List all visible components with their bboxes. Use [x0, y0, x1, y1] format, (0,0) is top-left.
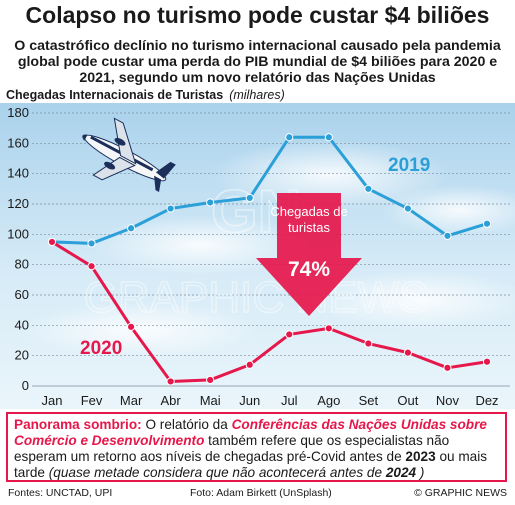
- series-label-2019: 2019: [388, 155, 430, 176]
- arrow-label-line2: turistas: [288, 220, 330, 235]
- data-point-2020: [245, 360, 254, 369]
- data-point-2020: [324, 324, 333, 333]
- data-point-2019: [126, 224, 136, 233]
- data-point-2019: [482, 219, 492, 228]
- y-tick-label: 0: [22, 378, 29, 393]
- footer-sources: Fontes: UNCTAD, UPI: [8, 487, 113, 499]
- y-tick-label: 160: [7, 135, 29, 150]
- arrow-label-line1: Chegadas de: [270, 204, 347, 219]
- y-tick-label: 80: [15, 257, 29, 272]
- data-point-2019: [364, 184, 373, 193]
- data-point-2019: [324, 133, 333, 142]
- gridlines: [32, 112, 510, 387]
- decline-arrow: Chegadas de turistas 74%: [256, 193, 362, 316]
- data-point-2019: [206, 198, 215, 207]
- note-lead: Panorama sombrio:: [14, 417, 142, 432]
- note-year-2: 2024: [385, 465, 417, 480]
- note-text-2: também refere que os especialistas não e…: [14, 433, 450, 464]
- clouds: [20, 140, 515, 358]
- y-tick-label: 100: [7, 226, 29, 241]
- data-point-2019: [285, 133, 294, 142]
- data-point-2019: [403, 204, 413, 213]
- data-point-2019: [87, 239, 96, 248]
- data-point-2020: [285, 330, 294, 339]
- y-tick-label: 180: [7, 105, 29, 120]
- x-tick-label: Jan: [42, 393, 63, 408]
- data-point-2020: [443, 363, 452, 372]
- x-tick-label: Nov: [436, 393, 460, 408]
- y-tick-label: 60: [15, 287, 29, 302]
- note-close: ): [416, 465, 425, 480]
- y-tick-label: 140: [7, 166, 29, 181]
- footer-photo-credit: Foto: Adam Birkett (UnSplash): [190, 487, 332, 499]
- series-line-2019: [51, 135, 488, 245]
- x-tick-label: Set: [359, 393, 379, 408]
- series-lines: [47, 133, 492, 386]
- data-point-2020: [403, 348, 413, 357]
- note-org: Conferências das Nações Unidas sobre Com…: [14, 417, 487, 448]
- footer-copyright: © GRAPHIC NEWS: [414, 487, 507, 499]
- data-point-2020: [364, 339, 373, 348]
- series-line-2020: [51, 240, 488, 383]
- x-axis-tick-labels: Jan Fev Mar Abr Mai Jun Jul Ago Set Out Nov Dez: [42, 393, 499, 408]
- y-tick-label: 20: [15, 348, 29, 363]
- note-text-1: O relatório da: [141, 417, 232, 432]
- data-point-2020: [166, 377, 175, 386]
- x-tick-label: Abr: [161, 393, 182, 408]
- data-point-2020: [206, 375, 215, 385]
- watermark-text: GRAPHIC NEWS: [84, 273, 429, 322]
- page-title: Colapso no turismo pode custar $4 biliõe…: [25, 2, 490, 28]
- x-tick-label: Out: [397, 393, 418, 408]
- y-axis-tick-labels: 0 20 40 60 80 100 120 140 160 180: [7, 105, 29, 393]
- airplane-illustration: [82, 117, 176, 192]
- data-point-2020: [126, 322, 136, 331]
- x-tick-label: Fev: [81, 393, 103, 408]
- data-point-2019: [245, 193, 254, 203]
- y-tick-label: 120: [7, 196, 29, 211]
- note-text-3: ou mais tarde: [14, 449, 488, 480]
- data-point-2019: [443, 231, 452, 240]
- y-tick-label: 40: [15, 317, 29, 332]
- arrow-percentage: 74%: [288, 258, 330, 281]
- x-tick-label: Jun: [239, 393, 260, 408]
- x-tick-label: Ago: [317, 393, 340, 408]
- x-tick-label: Jul: [281, 393, 298, 408]
- data-point-2019: [166, 204, 175, 213]
- series-label-2020: 2020: [80, 338, 122, 359]
- x-tick-label: Mar: [120, 393, 143, 408]
- x-tick-label: Dez: [475, 393, 498, 408]
- data-point-2020: [47, 237, 57, 247]
- data-point-2020: [87, 262, 96, 271]
- x-tick-label: Mai: [200, 393, 221, 408]
- note-paren: (quase metade considera que não acontece…: [48, 465, 386, 480]
- page-subtitle: O catastrófico declínio no turismo inter…: [14, 38, 501, 86]
- note-year-1: 2023: [405, 449, 436, 464]
- note-box: Panorama sombrio: O relatório da Conferê…: [6, 412, 507, 482]
- data-point-2020: [482, 357, 492, 366]
- chart-title: Chegadas Internacionais de Turistas (milh…: [6, 88, 285, 102]
